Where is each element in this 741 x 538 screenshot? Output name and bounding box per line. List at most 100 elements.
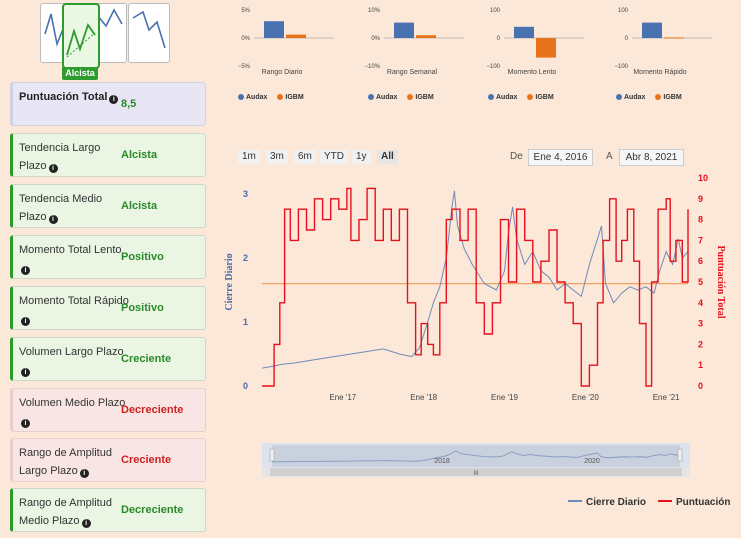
mini-legend-dot: [616, 94, 622, 100]
mini-ytick: −100: [486, 64, 500, 68]
info-icon[interactable]: i: [109, 95, 119, 104]
mini-chart-title: Momento Rápido: [633, 69, 687, 76]
indicator-card[interactable]: Puntuación Total i 8,5: [10, 82, 206, 126]
mini-legend-label: Audax: [376, 94, 398, 101]
mini-chart-plot: 5% 0% −5%: [238, 8, 334, 70]
info-icon[interactable]: i: [21, 266, 30, 275]
navigator-handle-left[interactable]: [269, 448, 275, 462]
range-button[interactable]: 6m: [294, 150, 316, 164]
mini-legend-label: IGBM: [663, 94, 682, 101]
mini-bar[interactable]: [514, 26, 534, 38]
indicator-value: Decreciente: [121, 404, 184, 416]
mini-ytick: 100: [490, 8, 501, 14]
date-from-input[interactable]: Ene 4, 2016: [528, 149, 593, 166]
indicator-card[interactable]: Tendencia Largo Plazo i Alcista: [10, 133, 206, 177]
legend-puntuacion[interactable]: Puntuación: [658, 497, 730, 508]
indicator-card[interactable]: Rango de Amplitud Largo Plazo i Creciente: [10, 438, 206, 482]
mini-ytick: 0%: [371, 36, 380, 42]
right-ytick: 7: [698, 235, 703, 245]
info-icon[interactable]: i: [79, 469, 89, 478]
xtick: Ene '17: [329, 393, 356, 402]
mini-ytick: 10%: [368, 8, 381, 14]
mini-legend: Audax IGBM: [368, 94, 444, 101]
range-button[interactable]: All: [377, 150, 398, 164]
trend-badge: Alcista: [62, 66, 98, 80]
scrollbar-thumb[interactable]: [270, 468, 682, 476]
mini-legend-dot: [277, 94, 284, 100]
info-icon[interactable]: i: [21, 368, 30, 377]
indicator-label: Tendencia Largo Plazo i: [19, 142, 101, 173]
indicator-card[interactable]: Volumen Medio Plazoi Decreciente: [10, 388, 206, 432]
mini-legend: Audax IGBM: [488, 94, 564, 101]
mini-legend-dot: [407, 94, 414, 100]
mini-ytick: −5%: [238, 64, 251, 68]
indicator-value: Alcista: [121, 149, 158, 161]
y-axis-right-title: Puntuación Total: [715, 245, 726, 318]
mini-ytick: −10%: [364, 64, 380, 68]
info-icon[interactable]: i: [21, 419, 30, 428]
mini-bar[interactable]: [664, 37, 684, 39]
legend-cierre[interactable]: Cierre Diario: [568, 497, 646, 508]
mini-bar[interactable]: [286, 34, 306, 38]
mini-bar[interactable]: [536, 38, 556, 58]
mini-chart: 100 0 −100 Momento Rápido Audax IGBM: [600, 0, 720, 108]
mini-legend-dot: [238, 94, 244, 100]
mini-chart: 100 0 −100 Momento Lento Audax IGBM: [472, 0, 592, 108]
indicator-card[interactable]: Volumen Largo Plazoi Creciente: [10, 337, 206, 381]
left-ytick: 3: [243, 189, 248, 199]
right-ytick: 6: [698, 256, 703, 266]
mini-bar[interactable]: [394, 22, 414, 38]
right-ytick: 5: [698, 277, 703, 287]
indicator-value: 8,5: [121, 98, 137, 110]
info-icon[interactable]: i: [48, 215, 58, 224]
range-button[interactable]: YTD: [320, 150, 348, 164]
indicator-value: Alcista: [121, 200, 158, 212]
mini-legend-dot: [527, 94, 534, 100]
trend-thumb-bullish-selected[interactable]: [62, 3, 100, 69]
indicator-value: Positivo: [121, 251, 164, 263]
indicator-card[interactable]: Rango de Amplitud Medio Plazo i Decrecient…: [10, 488, 206, 532]
series-cierre[interactable]: [261, 190, 689, 369]
trend-selector: Alcista: [40, 3, 170, 80]
indicator-value: Creciente: [121, 454, 172, 466]
date-to-input[interactable]: Abr 8, 2021: [619, 149, 684, 166]
indicator-label: Rango de Amplitud Largo Plazo i: [19, 447, 112, 478]
mini-bar[interactable]: [642, 22, 662, 38]
info-icon[interactable]: i: [48, 164, 58, 173]
info-icon[interactable]: i: [21, 317, 30, 326]
xtick: Ene '21: [653, 393, 680, 402]
mini-legend-label: Audax: [496, 94, 518, 101]
indicator-card[interactable]: Tendencia Medio Plazo i Alcista: [10, 184, 206, 228]
xtick: Ene '20: [572, 393, 599, 402]
mini-chart-plot: 10% 0% −10%: [364, 8, 464, 70]
legend-puntuacion-label: Puntuación: [676, 497, 731, 508]
navigator-tick: 2018: [434, 458, 450, 465]
series-puntuacion[interactable]: [262, 187, 689, 387]
mini-legend-label: IGBM: [285, 94, 304, 101]
main-chart: 0 1 2 3 0 1 2 3 4 5 6 7 8 9 10 Ene '17 Ene '18 Ene '19 Ene…: [224, 173, 726, 402]
mini-legend: Audax IGBM: [616, 94, 692, 101]
trend-thumb-bearish[interactable]: [128, 3, 170, 63]
info-icon[interactable]: i: [81, 519, 91, 528]
navigator[interactable]: 2018 2020 III: [262, 443, 690, 477]
mini-chart-title: Rango Diario: [261, 69, 303, 76]
indicator-card[interactable]: Momento Total Lentoi Positivo: [10, 235, 206, 279]
indicator-value: Positivo: [121, 302, 164, 314]
navigator-handle-right[interactable]: [677, 448, 683, 462]
date-from-label: De: [510, 151, 523, 162]
range-button[interactable]: 1y: [352, 150, 371, 164]
indicator-label: Momento Total Lentoi: [19, 244, 122, 275]
mini-chart-plot: 100 0 −100: [486, 8, 584, 70]
mini-bar[interactable]: [416, 35, 436, 38]
range-button[interactable]: 3m: [266, 150, 288, 164]
indicator-card[interactable]: Momento Total Rápidoi Positivo: [10, 286, 206, 330]
indicator-value: Decreciente: [121, 504, 184, 516]
range-button[interactable]: 1m: [238, 150, 260, 164]
mini-bar[interactable]: [264, 21, 284, 38]
mini-chart-title: Momento Lento: [507, 69, 557, 76]
right-ytick: 0: [698, 381, 703, 391]
indicator-label: Volumen Medio Plazoi: [19, 397, 126, 428]
indicator-label: Momento Total Rápidoi: [19, 295, 129, 326]
right-ytick: 4: [698, 298, 703, 308]
mini-legend-label: Audax: [246, 94, 268, 101]
